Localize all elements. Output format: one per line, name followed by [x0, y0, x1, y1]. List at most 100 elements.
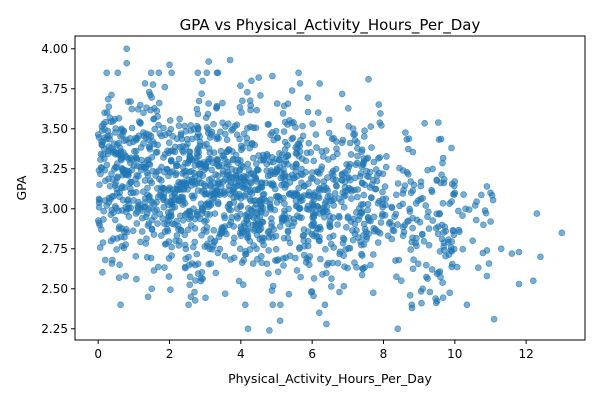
data-point: [533, 210, 541, 217]
data-point: [340, 204, 348, 211]
data-point: [226, 56, 234, 64]
data-point: [99, 239, 107, 246]
data-point: [252, 222, 260, 229]
data-point: [199, 77, 206, 85]
y-tick-label: 4.00: [41, 42, 68, 56]
data-point: [212, 191, 219, 198]
data-point: [271, 185, 279, 193]
data-point: [208, 246, 216, 253]
data-point: [433, 270, 441, 278]
data-point: [448, 238, 456, 245]
data-point: [304, 191, 312, 199]
data-point: [198, 232, 205, 239]
data-point: [334, 259, 342, 267]
data-point: [260, 195, 268, 203]
data-point: [330, 135, 338, 142]
data-point: [161, 168, 168, 176]
data-point: [293, 267, 301, 274]
data-point: [313, 144, 320, 151]
data-point: [386, 218, 394, 226]
data-point: [108, 91, 115, 99]
data-point: [140, 140, 147, 147]
data-point: [361, 127, 368, 134]
data-point: [401, 182, 409, 189]
data-point: [123, 45, 130, 53]
data-point: [388, 235, 396, 243]
data-point: [115, 139, 122, 147]
data-point: [365, 76, 372, 83]
chart-title: GPA vs Physical_Activity_Hours_Per_Day: [180, 16, 481, 35]
data-point: [103, 69, 110, 77]
data-point: [207, 131, 215, 138]
data-point: [96, 181, 103, 188]
data-point: [244, 88, 251, 96]
data-point: [139, 188, 147, 195]
data-point: [160, 185, 168, 192]
data-point: [448, 260, 456, 268]
data-point: [126, 180, 133, 187]
data-point: [373, 172, 381, 179]
data-point: [351, 130, 359, 138]
data-point: [284, 100, 292, 108]
data-point: [356, 212, 364, 220]
data-point: [133, 220, 141, 227]
data-point: [421, 120, 428, 127]
data-point: [489, 196, 497, 204]
data-point: [187, 127, 194, 134]
data-point: [326, 218, 334, 225]
data-point: [225, 176, 233, 184]
data-point: [459, 212, 466, 219]
data-point: [166, 117, 174, 124]
data-point: [225, 161, 232, 168]
data-point: [194, 146, 201, 154]
data-point: [394, 325, 402, 333]
data-point: [122, 272, 129, 280]
data-point: [300, 226, 308, 233]
data-point: [113, 246, 120, 253]
plot-frame: [74, 35, 586, 341]
data-point: [414, 260, 422, 268]
data-point: [171, 143, 179, 151]
data-point: [167, 286, 174, 294]
data-point: [335, 195, 343, 202]
data-point: [169, 204, 176, 211]
data-point: [133, 275, 140, 283]
data-point: [399, 190, 407, 197]
data-point: [144, 293, 152, 301]
data-point: [382, 163, 390, 171]
data-point: [212, 269, 220, 277]
data-point: [296, 80, 304, 87]
y-tick-label: 3.75: [41, 82, 68, 96]
data-point: [105, 175, 112, 183]
data-point: [296, 194, 304, 202]
data-point: [145, 144, 153, 151]
y-axis-title: GPA: [14, 175, 29, 200]
data-point: [280, 166, 287, 173]
data-point: [150, 267, 158, 274]
data-point: [429, 217, 437, 224]
data-point: [294, 141, 302, 148]
data-point: [259, 218, 267, 226]
data-point: [360, 155, 368, 162]
data-point: [432, 295, 439, 302]
data-point: [469, 237, 477, 245]
data-point: [338, 90, 346, 98]
data-point: [293, 161, 300, 168]
data-point: [335, 212, 343, 220]
data-point: [215, 162, 223, 170]
data-point: [133, 156, 141, 163]
data-point: [179, 217, 187, 224]
data-point: [186, 281, 193, 289]
data-point: [189, 156, 196, 164]
data-point: [100, 207, 107, 215]
data-point: [295, 69, 302, 77]
data-point: [95, 195, 103, 203]
data-point: [221, 290, 229, 298]
data-point: [438, 235, 446, 243]
data-point: [191, 297, 199, 304]
data-point: [323, 320, 330, 328]
data-point: [175, 155, 183, 163]
data-point: [214, 249, 222, 257]
data-point: [113, 204, 120, 212]
data-point: [161, 264, 168, 271]
